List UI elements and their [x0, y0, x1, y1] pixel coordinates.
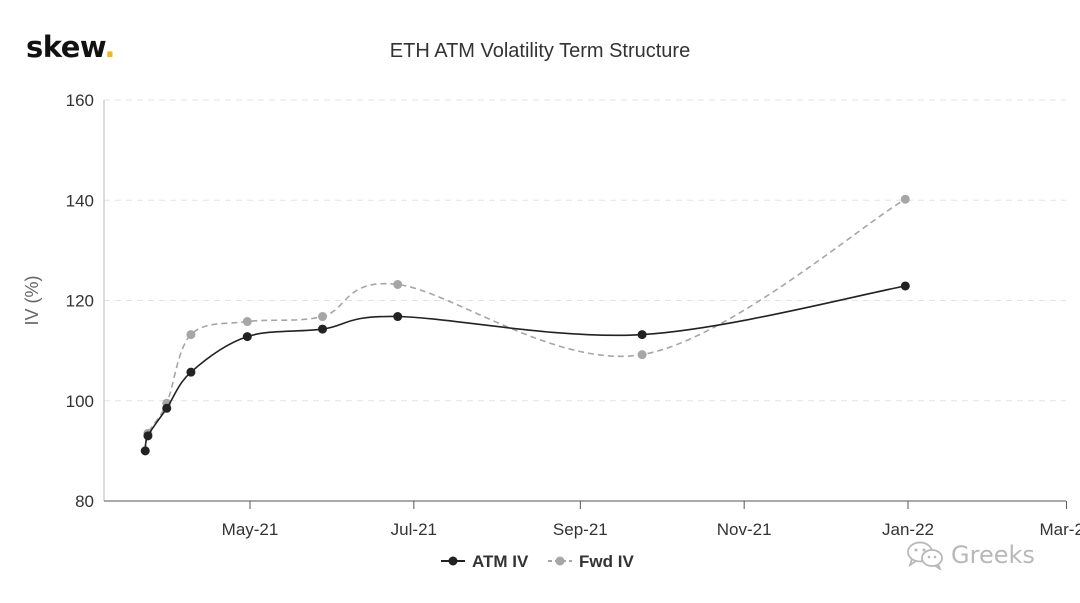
data-point-atm-iv	[186, 367, 196, 377]
data-point-atm-iv	[162, 403, 172, 413]
x-tick-label: May-21	[222, 520, 279, 539]
y-axis-label: IV (%)	[22, 275, 42, 325]
x-tick-label: Nov-21	[717, 520, 772, 539]
data-point-fwd-iv	[900, 194, 910, 204]
watermark: Greeks	[905, 540, 1035, 570]
series-line-fwd-iv	[144, 198, 906, 452]
data-point-atm-iv	[242, 332, 252, 342]
data-point-fwd-iv	[318, 312, 328, 322]
y-tick-label: 100	[66, 392, 94, 411]
legend-label-fwd-iv: Fwd IV	[579, 552, 634, 571]
data-point-atm-iv	[637, 330, 647, 340]
data-point-fwd-iv	[637, 350, 647, 360]
x-tick-label: Mar-22	[1040, 520, 1080, 539]
data-point-fwd-iv	[393, 279, 403, 289]
data-point-fwd-iv	[186, 330, 196, 340]
legend-marker-atm-iv	[448, 556, 458, 566]
watermark-label: Greeks	[951, 541, 1035, 569]
chart-title: ETH ATM Volatility Term Structure	[389, 40, 691, 62]
series-line-atm-iv	[144, 285, 906, 452]
x-tick-label: Jan-22	[882, 520, 934, 539]
x-tick-label: Jul-21	[391, 520, 437, 539]
data-point-atm-iv	[393, 312, 403, 322]
y-tick-label: 120	[66, 292, 94, 311]
y-tick-label: 80	[75, 492, 94, 511]
y-tick-label: 140	[66, 191, 94, 210]
data-point-atm-iv	[143, 431, 153, 441]
data-point-atm-iv	[900, 281, 910, 291]
x-tick-label: Sep-21	[553, 520, 608, 539]
data-point-fwd-iv	[242, 317, 252, 327]
legend-marker-fwd-iv	[555, 556, 565, 566]
data-point-atm-iv	[140, 446, 150, 456]
data-point-atm-iv	[318, 324, 328, 334]
y-tick-label: 160	[66, 91, 94, 110]
skew-logo: skew.	[26, 30, 115, 64]
legend-label-atm-iv: ATM IV	[472, 552, 529, 571]
wechat-icon	[907, 541, 943, 570]
